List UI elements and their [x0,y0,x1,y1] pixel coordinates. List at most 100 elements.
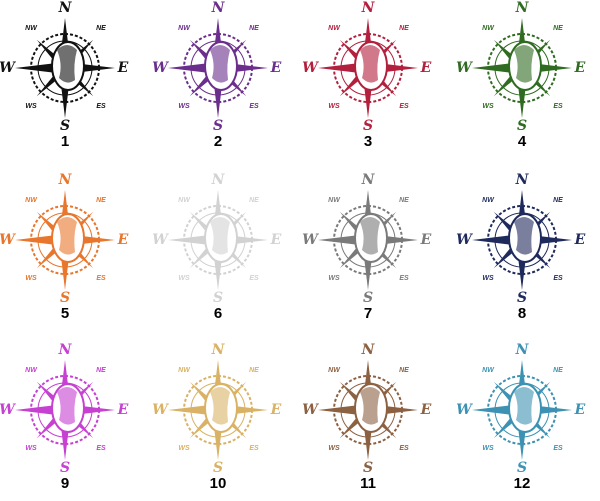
direction-label: WS [25,103,37,110]
direction-label: NE [96,367,106,374]
compass-design: N S W E NW NE WS ES 7 [302,172,432,322]
direction-label: NE [249,25,259,32]
direction-label: N [515,172,530,188]
direction-label: E [117,232,129,248]
direction-label: W [152,232,169,248]
direction-label: W [152,60,169,76]
direction-label: W [456,232,473,248]
direction-label: ES [553,445,563,452]
direction-label: N [361,0,376,16]
direction-label: N [211,172,226,188]
design-number: 6 [214,305,222,322]
direction-label: ES [399,445,409,452]
direction-label: NE [553,25,563,32]
direction-label: N [361,172,376,188]
design-number: 11 [360,475,376,492]
direction-label: NW [482,25,495,32]
design-number: 9 [61,475,69,492]
direction-label: E [117,60,129,76]
direction-label: NW [178,25,191,32]
direction-label: NE [249,197,259,204]
direction-label: S [517,460,527,476]
direction-label: W [302,60,319,76]
compass-design: N S W E NW NE WS ES 11 [302,342,432,492]
direction-label: WS [25,445,37,452]
direction-label: S [60,460,70,476]
direction-label: E [420,402,432,418]
design-number: 5 [61,305,69,322]
direction-label: E [270,402,282,418]
direction-label: ES [96,445,106,452]
figure-detail [514,45,534,83]
direction-label: WS [178,445,190,452]
compass-design: N S W E NW NE WS ES 10 [152,342,282,492]
direction-label: S [60,290,70,306]
direction-label: ES [249,275,259,282]
figure-detail [57,45,77,83]
direction-label: ES [96,103,106,110]
compass-design: N S W E NW NE WS ES 8 [456,172,586,322]
direction-label: NW [328,25,341,32]
direction-label: N [361,342,376,358]
direction-label: N [211,0,226,16]
direction-label: S [517,290,527,306]
direction-label: WS [178,103,190,110]
direction-label: ES [553,103,563,110]
figure-detail [210,217,230,255]
direction-label: S [363,290,373,306]
figure-detail [210,45,230,83]
direction-label: NE [96,197,106,204]
direction-label: N [58,172,73,188]
design-number: 10 [210,475,227,492]
direction-label: NW [482,367,495,374]
direction-label: W [302,232,319,248]
direction-label: NW [25,197,38,204]
direction-label: ES [249,445,259,452]
design-number: 1 [61,133,69,150]
direction-label: E [270,60,282,76]
direction-label: WS [328,445,340,452]
direction-label: S [363,460,373,476]
figure-detail [360,217,380,255]
direction-label: N [515,0,530,16]
figure-detail [57,387,77,425]
direction-label: NE [249,367,259,374]
direction-label: N [58,0,73,16]
direction-label: WS [482,103,494,110]
direction-label: ES [249,103,259,110]
direction-label: WS [328,103,340,110]
direction-label: NW [328,367,341,374]
direction-label: W [0,402,16,418]
direction-label: NE [399,367,409,374]
direction-label: NE [553,367,563,374]
direction-label: W [152,402,169,418]
figure-detail [514,217,534,255]
direction-label: WS [178,275,190,282]
direction-label: NE [553,197,563,204]
direction-label: ES [553,275,563,282]
figure-detail [57,217,77,255]
direction-label: ES [399,103,409,110]
figure-detail [360,387,380,425]
direction-label: N [515,342,530,358]
compass-design: N S W E NW NE WS ES 5 [0,172,129,322]
direction-label: E [574,232,586,248]
direction-label: E [574,402,586,418]
direction-label: NE [96,25,106,32]
direction-label: S [60,118,70,134]
compass-design: N S W E NW NE WS ES 6 [152,172,282,322]
direction-label: ES [399,275,409,282]
compass-design: N S W E NW NE WS ES 2 [152,0,282,150]
design-number: 2 [214,133,222,150]
direction-label: NW [328,197,341,204]
direction-label: N [211,342,226,358]
compass-design: N S W E NW NE WS ES 4 [456,0,586,150]
direction-label: W [456,60,473,76]
direction-label: E [420,232,432,248]
direction-label: NW [178,197,191,204]
design-number: 12 [514,475,531,492]
direction-label: NW [178,367,191,374]
direction-label: S [213,460,223,476]
compass-design: N S W E NW NE WS ES 3 [302,0,432,150]
